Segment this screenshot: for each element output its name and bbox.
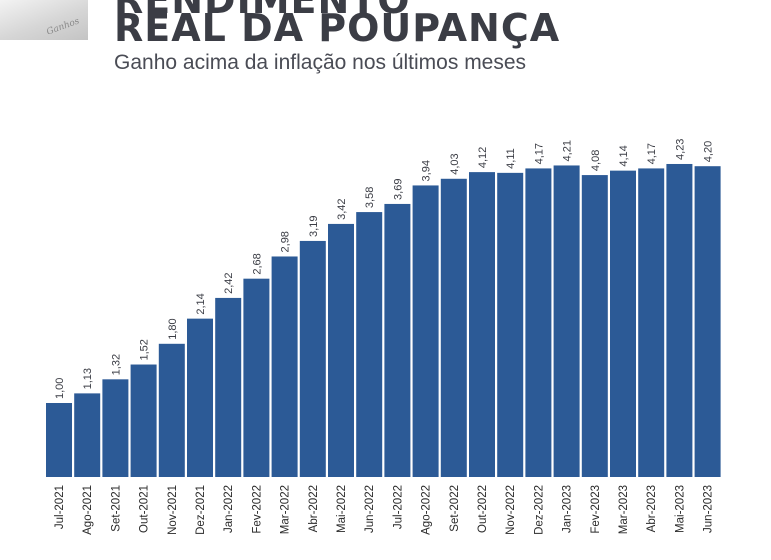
value-label: 2,68 — [251, 253, 263, 274]
x-tick-label: Mai-2022 — [336, 485, 348, 533]
x-tick-label: Dez-2021 — [195, 485, 207, 535]
x-tick-label: Nov-2021 — [167, 485, 179, 535]
value-label: 1,80 — [167, 318, 179, 339]
bar-dez-2022 — [525, 168, 552, 478]
x-tick-label: Jun-2022 — [364, 485, 376, 533]
bar-jun-2023 — [694, 166, 721, 477]
x-tick-label: Jul-2022 — [392, 485, 404, 529]
value-label: 2,14 — [195, 293, 207, 314]
bar-fev-2022 — [243, 278, 270, 477]
value-label: 4,23 — [674, 139, 686, 160]
x-tick-label: Jul-2021 — [54, 485, 66, 529]
bar-mar-2023 — [610, 170, 636, 477]
value-label: 3,58 — [364, 187, 376, 208]
bar-jul-2022 — [384, 203, 411, 477]
bar-mai-2022 — [328, 223, 354, 477]
page-subtitle: Ganho acima da inflação nos últimos mese… — [114, 51, 527, 74]
bar-set-2022 — [440, 178, 467, 477]
x-tick-label: Out-2022 — [477, 485, 489, 533]
bar-mai-2023 — [666, 163, 693, 478]
x-tick-label: Nov-2022 — [505, 485, 517, 535]
title-top-line: RENDIMENTO — [114, 0, 411, 22]
x-tick-label: Ago-2021 — [82, 485, 94, 535]
value-label: 4,14 — [618, 145, 630, 166]
bar-jan-2023 — [553, 165, 580, 477]
x-tick-label: Set-2022 — [449, 485, 461, 532]
value-label: 2,42 — [223, 272, 235, 293]
page-title: REAL DA POUPANÇA — [114, 6, 561, 50]
corner-photo: Ganhos — [0, 0, 88, 40]
bar-jun-2022 — [356, 212, 383, 477]
value-label: 4,17 — [533, 143, 545, 164]
value-label: 4,17 — [646, 143, 658, 164]
x-tick-label: Fev-2022 — [251, 485, 263, 534]
bar-abr-2023 — [638, 168, 665, 478]
x-tick-label: Set-2021 — [110, 485, 122, 532]
value-label: 2,98 — [280, 231, 292, 252]
value-label: 4,03 — [449, 153, 461, 174]
value-label: 4,20 — [703, 141, 715, 162]
bar-nov-2021 — [158, 343, 185, 477]
x-tick-label: Mar-2022 — [280, 485, 292, 534]
value-label: 4,08 — [590, 150, 602, 171]
x-tick-label: Jun-2023 — [703, 485, 715, 533]
bar-abr-2022 — [299, 240, 326, 477]
x-tick-label: Mar-2023 — [618, 485, 630, 534]
bar-ago-2021 — [74, 393, 101, 477]
value-label: 4,21 — [562, 140, 574, 161]
x-tick-label: Fev-2023 — [590, 485, 602, 534]
x-tick-label: Abr-2023 — [646, 485, 658, 532]
bar-out-2021 — [130, 364, 157, 477]
x-tick-label: Dez-2022 — [533, 485, 545, 535]
value-label: 1,52 — [139, 339, 151, 360]
x-tick-label: Mai-2023 — [674, 485, 686, 533]
bar-mar-2022 — [271, 256, 298, 477]
bar-out-2022 — [469, 172, 495, 477]
value-label: 3,69 — [392, 179, 404, 200]
bar-fev-2023 — [581, 175, 608, 477]
x-tick-label: Jan-2023 — [562, 485, 574, 533]
bar-set-2021 — [102, 379, 129, 477]
x-tick-label: Abr-2022 — [308, 485, 320, 532]
bar-jan-2022 — [215, 297, 242, 477]
value-label: 1,32 — [110, 354, 122, 375]
value-label: 1,13 — [82, 368, 94, 389]
value-label: 3,19 — [308, 216, 320, 237]
bar-ago-2022 — [412, 185, 439, 477]
bar-jul-2021 — [46, 403, 72, 477]
bar-dez-2021 — [187, 318, 213, 477]
x-tick-label: Ago-2022 — [421, 485, 433, 535]
x-tick-label: Out-2021 — [139, 485, 151, 533]
bar-nov-2022 — [497, 172, 524, 478]
value-label: 4,12 — [477, 147, 489, 168]
value-label: 4,11 — [505, 148, 517, 169]
x-tick-label: Jan-2022 — [223, 485, 235, 533]
value-label: 3,42 — [336, 198, 348, 219]
value-label: 3,94 — [421, 160, 433, 181]
value-label: 1,00 — [54, 378, 66, 399]
